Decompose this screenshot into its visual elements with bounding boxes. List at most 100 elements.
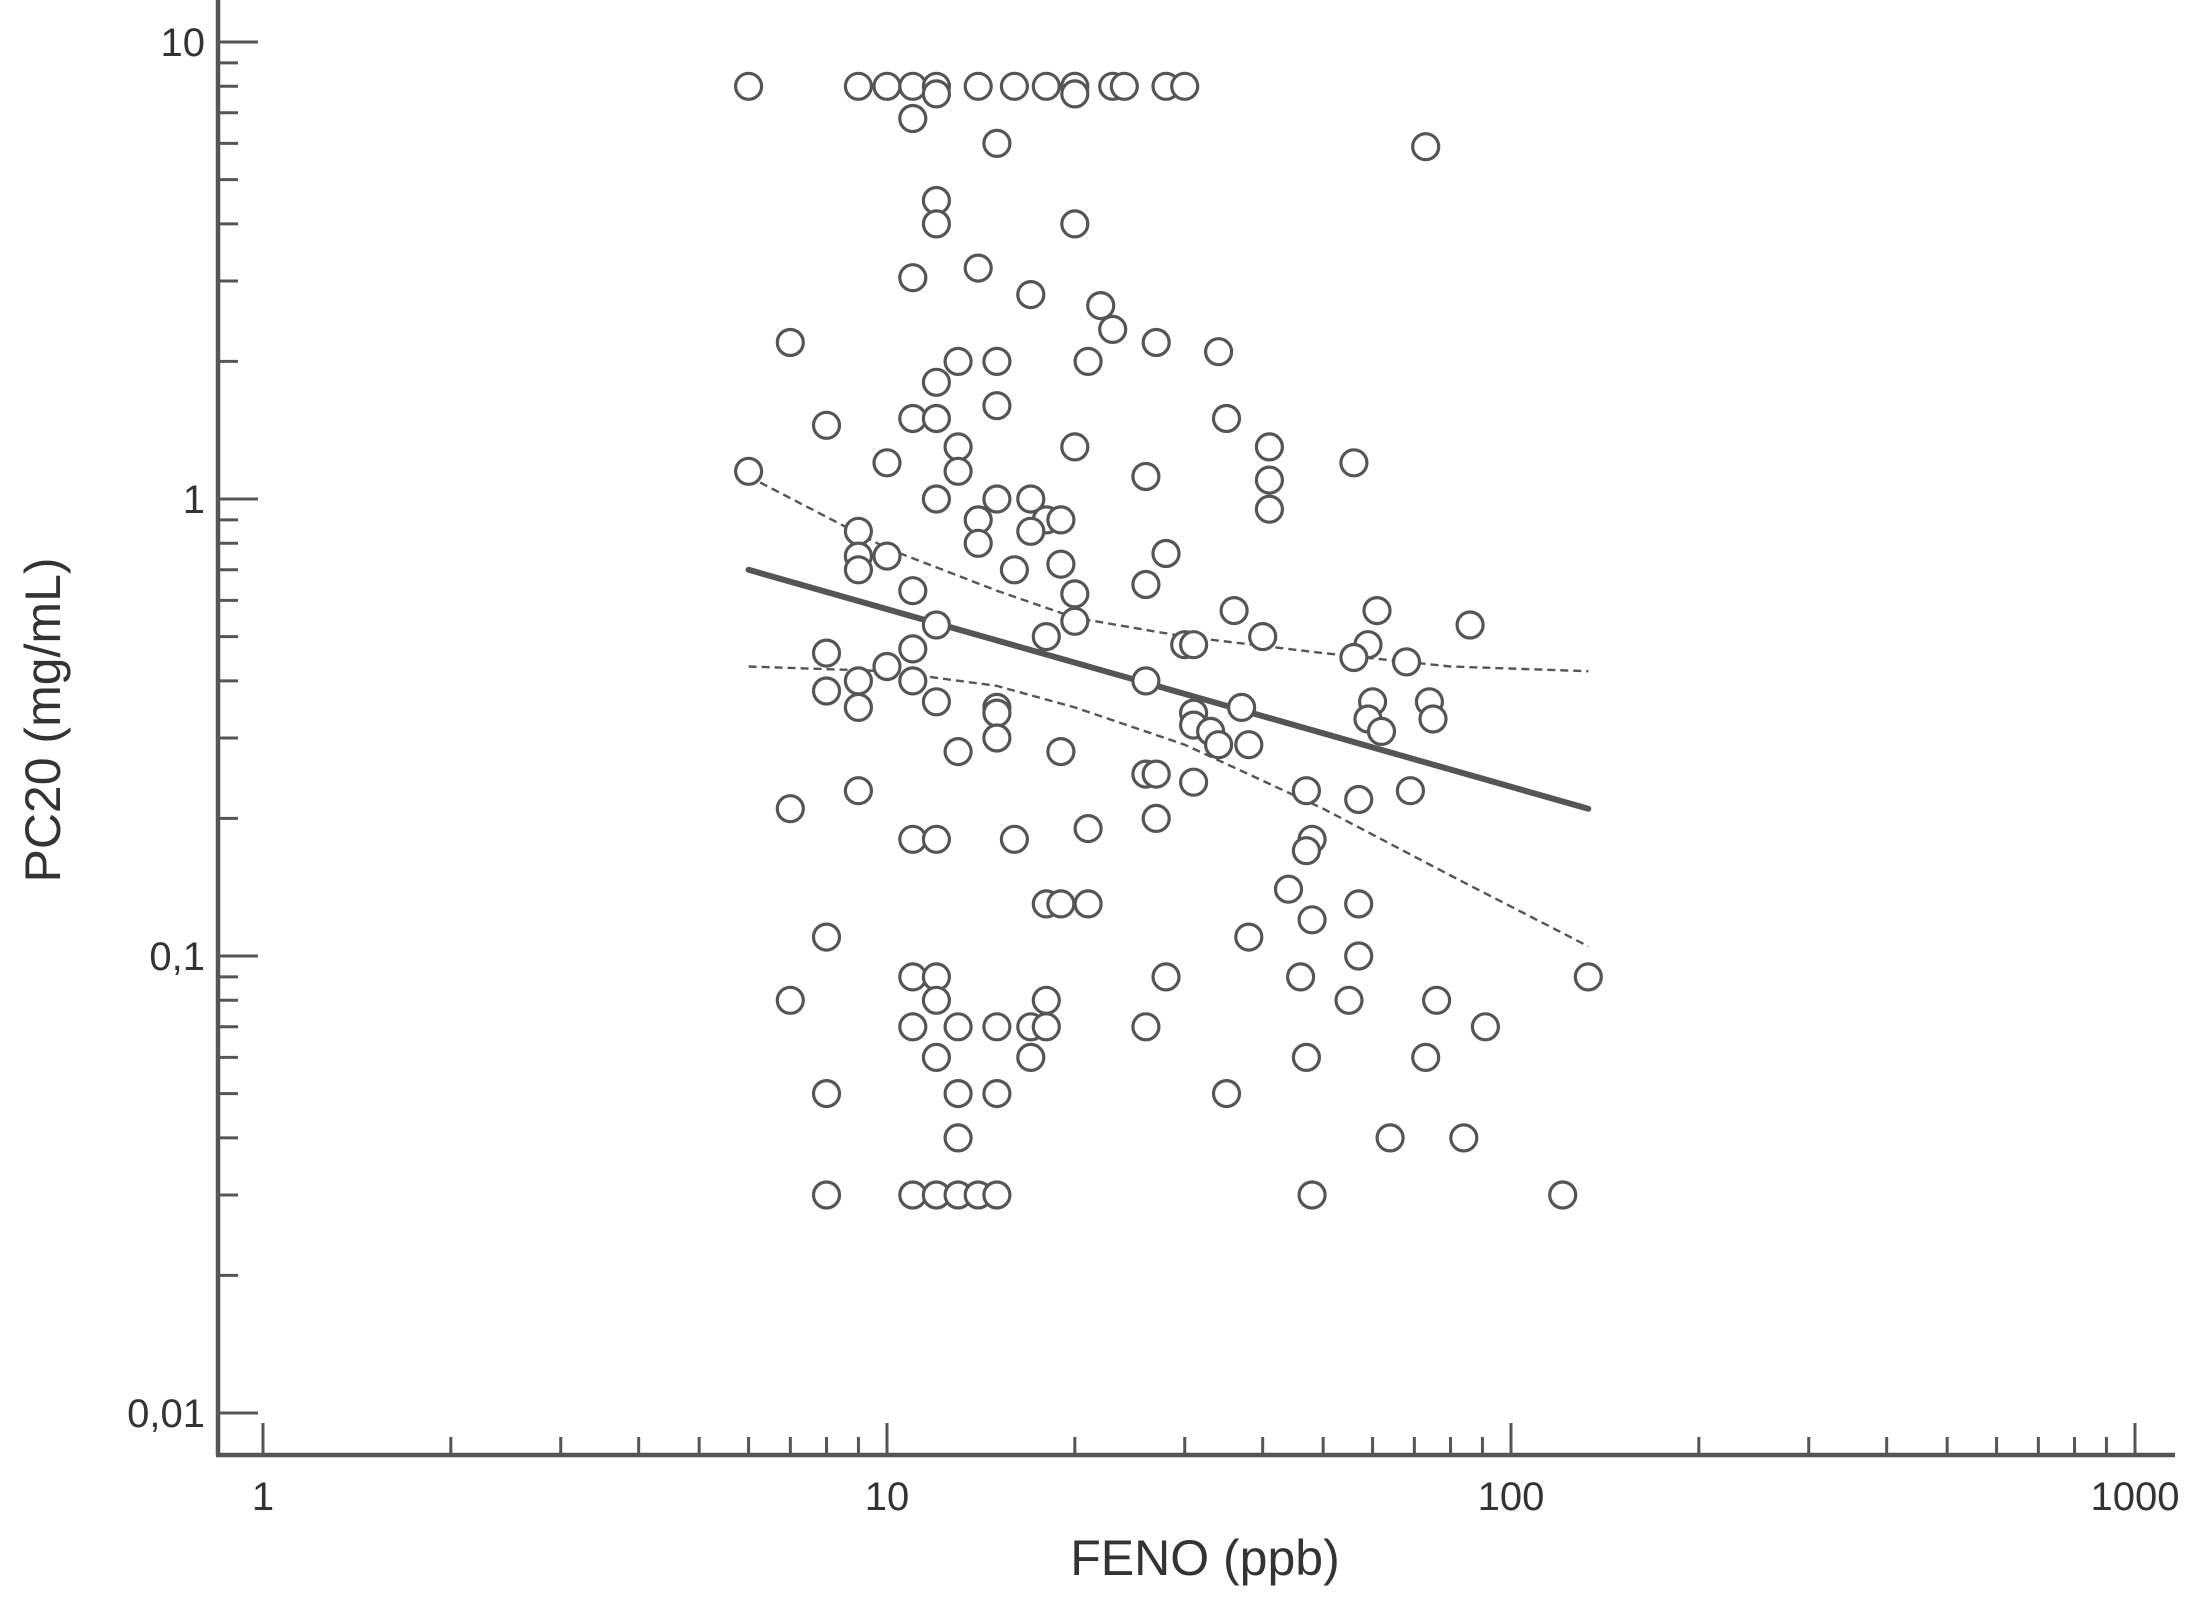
data-point [843, 71, 874, 101]
data-point [872, 71, 902, 101]
y-tick-label: 1 [183, 478, 205, 522]
data-point [943, 1123, 973, 1153]
data-point [1178, 767, 1209, 797]
data-point [1131, 461, 1161, 492]
data-point [921, 484, 952, 514]
data-point [1016, 1042, 1046, 1073]
data-point [1344, 941, 1374, 971]
y-axis-title: PC20 (mg/mL) [15, 557, 71, 882]
data-points [733, 71, 1603, 1210]
data-point [1073, 889, 1103, 919]
data-point [872, 651, 902, 682]
data-point [1151, 538, 1181, 569]
data-point [943, 346, 973, 376]
data-point [811, 638, 842, 668]
data-point [1073, 346, 1103, 376]
data-point [1297, 905, 1327, 935]
data-point [921, 403, 952, 434]
data-point [1285, 962, 1316, 992]
data-point [1046, 889, 1076, 919]
data-point [963, 528, 993, 558]
data-point [898, 103, 928, 134]
data-point [811, 410, 842, 440]
data-point [1060, 606, 1090, 636]
data-point [1211, 403, 1242, 434]
data-point [1031, 621, 1061, 652]
data-point [1060, 209, 1090, 239]
data-point [775, 794, 805, 824]
data-point [1234, 922, 1264, 952]
y-tick-label: 0,1 [149, 935, 205, 979]
x-ticks: 1 10 100 1000 [252, 1423, 2179, 1519]
data-point [943, 1078, 973, 1109]
data-point [999, 824, 1030, 854]
regression-line [745, 566, 1592, 812]
data-point [982, 723, 1012, 753]
data-point [1131, 1012, 1161, 1042]
data-point [943, 1012, 973, 1042]
data-point [982, 698, 1012, 728]
data-point [1060, 432, 1090, 462]
data-point [921, 79, 952, 109]
data-point [1291, 776, 1322, 806]
data-point [1411, 132, 1441, 162]
data-point [1248, 621, 1278, 652]
data-point [1234, 730, 1264, 760]
data-point [963, 253, 993, 283]
data-point [1151, 962, 1181, 992]
data-point [1470, 1012, 1501, 1042]
data-point [1046, 736, 1076, 767]
data-point [1254, 432, 1285, 462]
data-point [1395, 776, 1426, 806]
data-point [1366, 716, 1397, 747]
data-point [921, 610, 952, 640]
data-point [1016, 516, 1046, 546]
data-point [1141, 327, 1171, 358]
data-point [898, 1012, 928, 1042]
regression-line-group [745, 566, 1592, 812]
y-tick-label: 0,01 [127, 1392, 205, 1436]
data-point [1031, 71, 1061, 101]
data-point [1073, 813, 1103, 844]
data-point [1391, 647, 1422, 677]
data-point [1031, 1012, 1061, 1042]
data-point [811, 676, 842, 706]
data-point [733, 456, 764, 486]
data-point [1339, 642, 1369, 673]
data-point [843, 692, 874, 723]
data-point [1203, 730, 1234, 760]
ci-upper-line [748, 475, 1589, 673]
x-axis-title: FENO (ppb) [1070, 1530, 1340, 1586]
data-point [1418, 704, 1448, 734]
data-point [1449, 1123, 1479, 1153]
data-point [1141, 803, 1171, 834]
data-point [1573, 962, 1603, 992]
x-tick-label: 10 [865, 1475, 910, 1519]
data-point [1334, 985, 1364, 1015]
data-point [1375, 1123, 1405, 1153]
data-point [999, 71, 1030, 101]
data-point [999, 555, 1030, 585]
data-point [1362, 595, 1392, 626]
data-point [1455, 610, 1485, 640]
data-point [872, 448, 902, 478]
axes [215, 0, 2175, 1458]
data-point [982, 484, 1012, 514]
data-point [1046, 549, 1076, 579]
data-point [921, 687, 952, 717]
ci-lower-line [748, 665, 1589, 948]
data-point [1109, 71, 1139, 101]
data-point [733, 71, 764, 101]
data-point [1273, 874, 1304, 904]
data-point [1060, 579, 1090, 609]
data-point [982, 1012, 1012, 1042]
data-point [1211, 1078, 1242, 1109]
data-point [1131, 666, 1161, 696]
data-point [982, 128, 1012, 158]
data-point [1291, 1042, 1322, 1073]
data-point [1203, 337, 1234, 367]
x-tick-label: 100 [1478, 1475, 1545, 1519]
data-point [775, 985, 805, 1015]
data-point [982, 391, 1012, 421]
data-point [1178, 630, 1209, 660]
